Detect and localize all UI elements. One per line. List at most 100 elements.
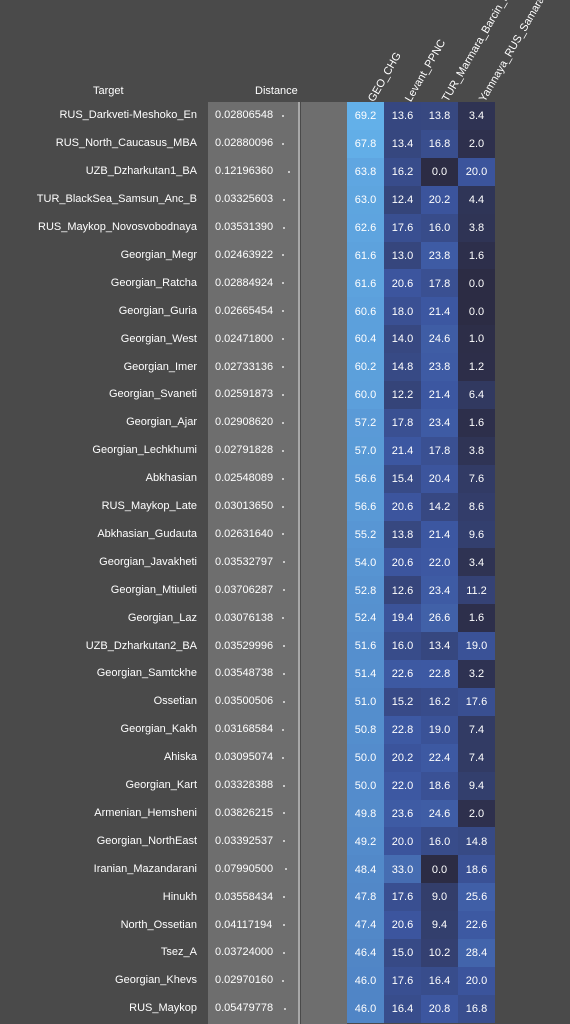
value-cell: 51.4 (347, 660, 384, 689)
value-cell: 23.6 (384, 799, 421, 828)
value-cell: 50.8 (347, 715, 384, 745)
value-cell: 22.4 (421, 743, 458, 773)
value-cell: 22.0 (384, 771, 421, 801)
value-cell: 20.8 (421, 994, 458, 1024)
distance-value: 0.12196360 (215, 165, 274, 178)
value-cell: 15.0 (384, 939, 421, 968)
value-cell: 22.6 (458, 911, 495, 940)
value-cell: 47.4 (347, 911, 384, 940)
distance-value: 0.02908620 (215, 416, 274, 429)
value-cell: 20.4 (421, 464, 458, 494)
distance-value: 0.03706287 (215, 583, 274, 596)
value-cell: 24.6 (421, 799, 458, 828)
value-cell: 56.6 (347, 464, 384, 494)
distance-value: 0.02631640 (215, 527, 274, 540)
value-cell: 23.8 (421, 241, 458, 270)
distance-value: 0.02665454 (215, 304, 274, 317)
value-cell: 49.8 (347, 799, 384, 828)
value-cell: 21.4 (421, 381, 458, 410)
distance-marker (282, 254, 284, 257)
target-label: Georgian_Megr (120, 248, 197, 261)
distance-column-header: Distance (255, 85, 298, 97)
distance-bar-column (301, 102, 347, 1024)
value-cell: 20.0 (458, 157, 495, 187)
distance-marker (282, 505, 285, 508)
value-cell: 23.8 (421, 353, 458, 382)
value-cell: 13.4 (384, 129, 421, 159)
distance-marker (282, 617, 285, 620)
target-column-header: Target (93, 85, 124, 97)
value-cell: 12.6 (384, 576, 421, 605)
column-header-tur-marmara-barcin-n: TUR_Marmara_Barcin_N (440, 0, 513, 104)
value-cell: 19.0 (421, 715, 458, 745)
distance-marker (282, 477, 285, 480)
value-cell: 3.8 (458, 436, 495, 466)
value-cell: 69.2 (347, 102, 384, 131)
value-cell: 60.4 (347, 325, 384, 354)
value-cell: 18.0 (384, 297, 421, 326)
target-label: North_Ossetian (120, 918, 197, 931)
value-cell: 14.0 (384, 325, 421, 354)
value-cell: 54.0 (347, 548, 384, 577)
distance-value: 0.03095074 (215, 751, 274, 764)
distance-value: 0.02884924 (215, 276, 274, 289)
target-label: Georgian_Javakheti (99, 555, 197, 568)
value-cell: 16.4 (421, 966, 458, 996)
value-cell: 55.2 (347, 520, 384, 549)
distance-value: 0.03826215 (215, 806, 274, 819)
value-cell: 63.0 (347, 185, 384, 215)
distance-value: 0.03168584 (215, 723, 274, 736)
target-label: Hinukh (162, 890, 197, 903)
value-cell: 9.6 (458, 520, 495, 549)
value-cell: 60.0 (347, 381, 384, 410)
distance-marker (288, 170, 290, 173)
value-cell: 20.0 (458, 966, 495, 996)
value-cell: 61.6 (347, 241, 384, 270)
value-cell: 12.4 (384, 185, 421, 215)
value-cell: 22.8 (384, 715, 421, 745)
distance-marker (282, 282, 285, 285)
value-cell: 61.6 (347, 269, 384, 298)
distance-marker (282, 226, 285, 229)
distance-marker (282, 310, 285, 313)
value-cell: 20.2 (384, 743, 421, 773)
distance-marker (282, 728, 285, 731)
value-cell: 26.6 (421, 604, 458, 633)
value-cell: 57.0 (347, 436, 384, 466)
target-label: Georgian_NorthEast (96, 834, 197, 847)
value-cell: 17.6 (384, 966, 421, 996)
value-cell: 12.2 (384, 381, 421, 410)
value-cell: 46.0 (347, 966, 384, 996)
value-cell: 20.6 (384, 548, 421, 577)
value-cell: 17.6 (384, 883, 421, 912)
distance-marker (282, 951, 285, 954)
value-cell: 9.4 (458, 771, 495, 801)
distance-value: 0.02548089 (215, 472, 274, 485)
value-cell: 13.4 (421, 632, 458, 661)
distance-value: 0.03392537 (215, 834, 274, 847)
distance-marker (282, 700, 285, 703)
value-cell: 17.6 (458, 687, 495, 717)
distance-marker (282, 645, 285, 648)
value-cell: 19.4 (384, 604, 421, 633)
value-cell: 51.6 (347, 632, 384, 661)
value-cell: 17.8 (384, 408, 421, 438)
value-cell: 67.8 (347, 129, 384, 159)
target-label: Armenian_Hemsheni (94, 806, 197, 819)
value-cell: 48.4 (347, 855, 384, 884)
value-cell: 13.0 (384, 241, 421, 270)
value-cell: 23.4 (421, 576, 458, 605)
distance-marker (282, 672, 285, 675)
distance-value: 0.03500506 (215, 695, 274, 708)
distance-value: 0.03328388 (215, 779, 274, 792)
distance-value: 0.05479778 (215, 1002, 274, 1015)
distance-value: 0.02791828 (215, 444, 274, 457)
value-cell: 25.6 (458, 883, 495, 912)
target-label: TUR_BlackSea_Samsun_Anc_B (36, 193, 197, 206)
value-cell: 14.8 (384, 353, 421, 382)
value-cell: 18.6 (458, 855, 495, 884)
value-cell: 13.8 (421, 102, 458, 131)
value-cell: 20.0 (384, 827, 421, 856)
value-cell: 11.2 (458, 576, 495, 605)
